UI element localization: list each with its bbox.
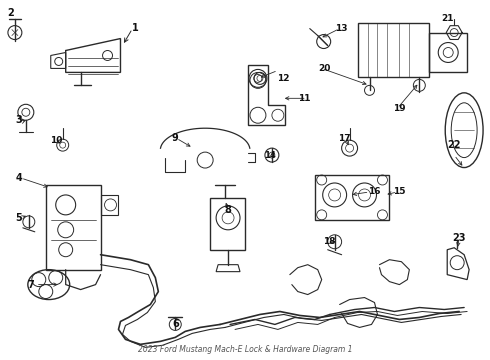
Text: 18: 18 <box>323 237 336 246</box>
Bar <box>429 32 467 72</box>
Text: 21: 21 <box>441 14 453 23</box>
Text: 15: 15 <box>393 188 406 197</box>
Text: 12: 12 <box>276 74 289 83</box>
Text: 20: 20 <box>318 64 331 73</box>
Text: 7: 7 <box>27 280 34 289</box>
Text: 22: 22 <box>447 140 461 150</box>
Text: 5: 5 <box>16 213 22 223</box>
Text: 2: 2 <box>7 8 14 18</box>
Text: 14: 14 <box>264 150 276 159</box>
Text: 10: 10 <box>49 136 62 145</box>
Text: 17: 17 <box>338 134 351 143</box>
Text: 3: 3 <box>16 115 22 125</box>
Text: 11: 11 <box>298 94 311 103</box>
Text: 23: 23 <box>452 233 466 243</box>
Text: 13: 13 <box>335 24 348 33</box>
Text: 16: 16 <box>368 188 381 197</box>
Text: 1: 1 <box>132 23 139 33</box>
Text: 6: 6 <box>172 319 179 329</box>
Text: 19: 19 <box>393 104 406 113</box>
Text: 4: 4 <box>16 173 22 183</box>
Text: 9: 9 <box>172 133 179 143</box>
Bar <box>358 23 429 77</box>
Text: 8: 8 <box>224 205 231 215</box>
Text: 2023 Ford Mustang Mach-E Lock & Hardware Diagram 1: 2023 Ford Mustang Mach-E Lock & Hardware… <box>138 345 352 354</box>
